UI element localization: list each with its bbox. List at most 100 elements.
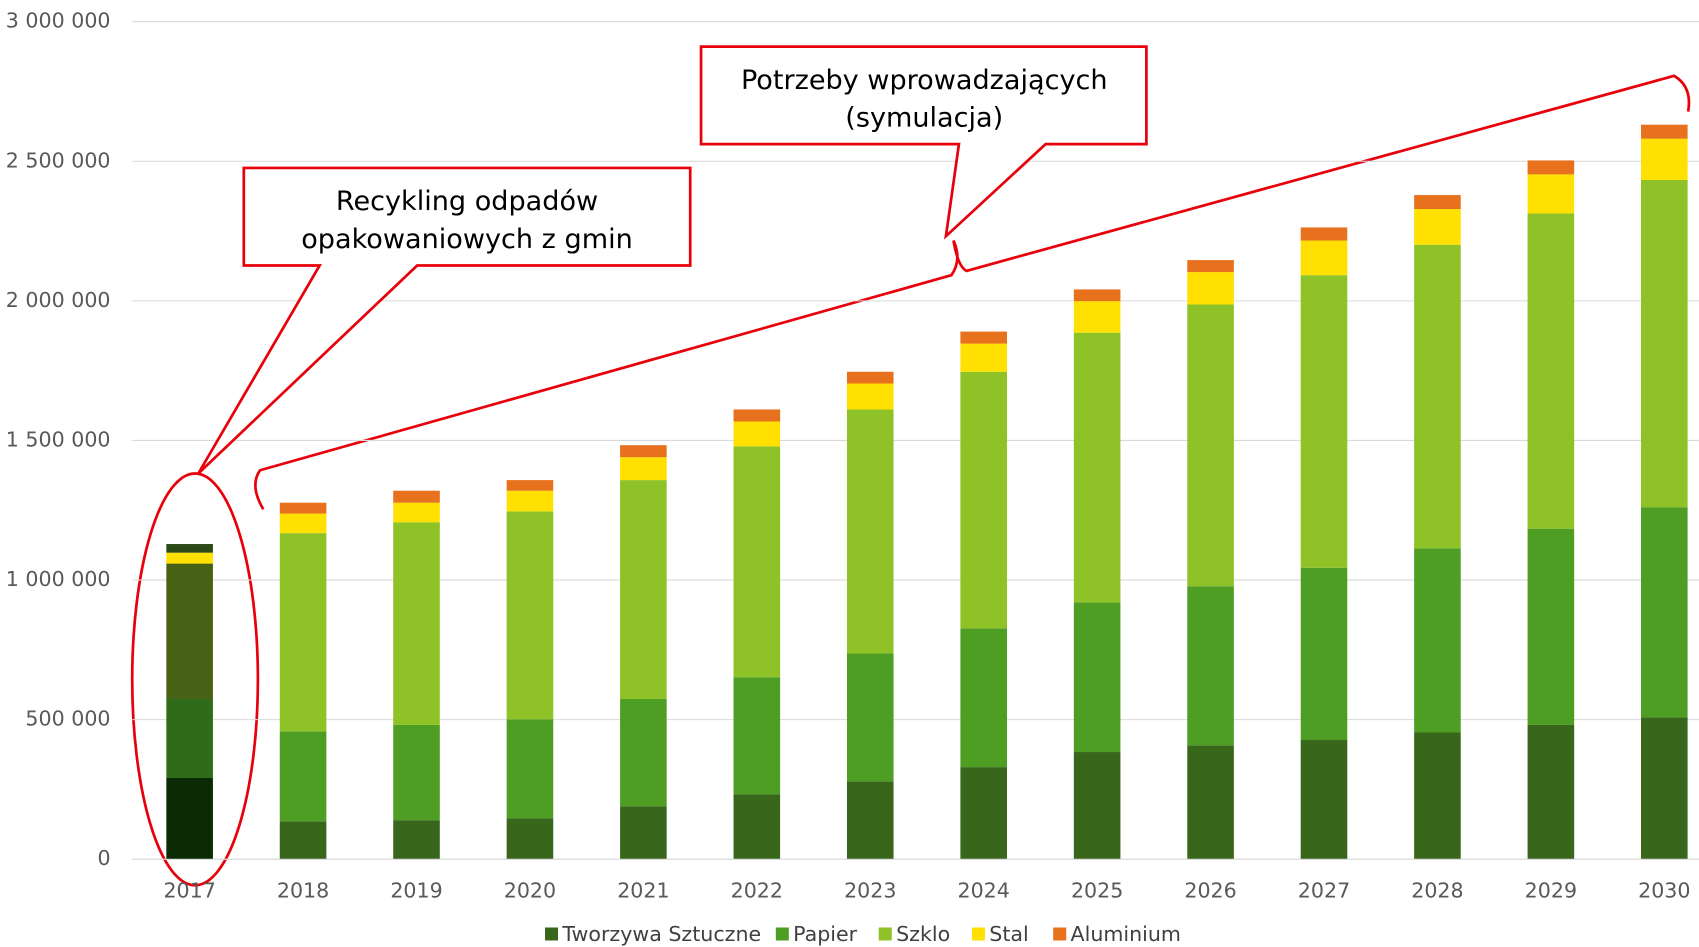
x-tick-label: 2030 bbox=[1638, 879, 1690, 903]
bar-segment bbox=[279, 513, 327, 534]
bar-segment bbox=[960, 343, 1007, 372]
bar-segment bbox=[506, 480, 554, 491]
legend-label: Szklo bbox=[896, 922, 950, 946]
legend-swatch bbox=[775, 927, 789, 941]
annotation: (symulacja) bbox=[845, 103, 1003, 134]
bar-segment bbox=[393, 724, 440, 821]
bar-segment bbox=[960, 767, 1007, 860]
bar-segment bbox=[1300, 740, 1348, 860]
bar-segment bbox=[1641, 507, 1688, 718]
bar-segment bbox=[1300, 227, 1348, 241]
bar-segment bbox=[506, 818, 554, 860]
legend-swatch bbox=[971, 927, 985, 941]
bar-segment bbox=[1073, 301, 1121, 333]
bar-segment bbox=[279, 533, 327, 732]
bar-segment bbox=[279, 502, 327, 514]
callout-boxes bbox=[197, 45, 1148, 475]
bar-segment bbox=[506, 719, 554, 819]
callout-box bbox=[699, 45, 1148, 240]
x-tick-label: 2023 bbox=[844, 879, 896, 903]
bar-segment bbox=[1187, 586, 1234, 746]
bar-segment bbox=[1641, 124, 1688, 139]
bar-segment bbox=[279, 821, 327, 860]
x-tick-label: 2019 bbox=[390, 879, 442, 903]
bar-segment bbox=[733, 677, 781, 795]
bar-segment bbox=[846, 383, 894, 410]
bar-segment bbox=[1073, 602, 1121, 753]
y-tick-label: 1 000 000 bbox=[6, 567, 111, 591]
x-tick-label: 2018 bbox=[277, 879, 329, 903]
bar-segment bbox=[846, 371, 894, 384]
bar-segment bbox=[1300, 567, 1348, 741]
bar-segment bbox=[846, 409, 894, 654]
bar-segment bbox=[620, 445, 667, 458]
y-tick-label: 0 bbox=[97, 846, 110, 870]
bar-segment bbox=[279, 731, 327, 822]
callout-box bbox=[197, 166, 692, 475]
bar-segment bbox=[1073, 752, 1121, 860]
bar-segment bbox=[1073, 289, 1121, 302]
bar-segment bbox=[1527, 174, 1575, 214]
bar-segment bbox=[1527, 724, 1575, 860]
bar-segment bbox=[506, 511, 554, 720]
bar-segment bbox=[1187, 272, 1234, 305]
bar-segment bbox=[960, 371, 1007, 629]
x-tick-label: 2026 bbox=[1184, 879, 1236, 903]
bar-segment bbox=[620, 457, 667, 481]
x-tick-label: 2025 bbox=[1071, 879, 1123, 903]
bar-segment bbox=[733, 794, 781, 860]
y-tick-label: 3 000 000 bbox=[6, 9, 111, 33]
y-tick-label: 500 000 bbox=[25, 707, 110, 731]
bar-segment bbox=[733, 446, 781, 678]
x-tick-label: 2021 bbox=[617, 879, 669, 903]
bar-segment bbox=[166, 552, 213, 564]
bar-segment bbox=[393, 522, 440, 725]
bar-segment bbox=[846, 653, 894, 782]
bar-segment bbox=[393, 490, 440, 503]
bar-segment bbox=[1073, 332, 1121, 603]
legend-swatch bbox=[1053, 927, 1067, 941]
bar-segment bbox=[506, 490, 554, 512]
bar-segment bbox=[166, 544, 213, 553]
bar-segment bbox=[733, 421, 781, 447]
x-tick-label: 2022 bbox=[731, 879, 783, 903]
bar-segment bbox=[166, 563, 213, 699]
y-tick-label: 2 500 000 bbox=[6, 148, 111, 172]
x-tick-label: 2024 bbox=[958, 879, 1010, 903]
bar-segment bbox=[1187, 745, 1234, 860]
bar-segment bbox=[960, 628, 1007, 768]
annotation: Recykling odpadów bbox=[336, 186, 598, 217]
bar-segment bbox=[1300, 275, 1348, 568]
x-tick-label: 2020 bbox=[504, 879, 556, 903]
bar-segment bbox=[620, 698, 667, 807]
bar-segment bbox=[1527, 160, 1575, 175]
bar-segment bbox=[393, 502, 440, 523]
x-tick-label: 2017 bbox=[163, 879, 215, 903]
legend-label: Papier bbox=[793, 922, 858, 946]
bar-segment bbox=[1414, 548, 1461, 733]
bar-segment bbox=[620, 806, 667, 860]
bar-segment bbox=[166, 698, 213, 778]
bar-segment bbox=[393, 820, 440, 860]
x-tick-label: 2027 bbox=[1298, 879, 1350, 903]
legend-swatch bbox=[545, 927, 559, 941]
bar-segment bbox=[1414, 732, 1461, 860]
bar-segment bbox=[960, 331, 1007, 344]
bar-segment bbox=[1187, 260, 1234, 273]
x-tick-label: 2029 bbox=[1525, 879, 1577, 903]
bar-segment bbox=[1641, 179, 1688, 508]
annotation: Potrzeby wprowadzających bbox=[741, 65, 1108, 96]
bar-segment bbox=[1641, 717, 1688, 860]
bracket bbox=[254, 74, 1691, 510]
bar-segment bbox=[1414, 244, 1461, 549]
bar-segment bbox=[1641, 138, 1688, 180]
y-tick-label: 2 000 000 bbox=[6, 288, 111, 312]
bar-segment bbox=[620, 480, 667, 699]
legend-label: Aluminium bbox=[1071, 922, 1181, 946]
x-tick-label: 2028 bbox=[1411, 879, 1463, 903]
bar-segment bbox=[1187, 304, 1234, 587]
highlight-ellipse bbox=[130, 472, 260, 887]
annotation: opakowaniowych z gmin bbox=[301, 224, 633, 255]
plot: 0 500 000 1 000 000 1 500 000 2 000 000 2 500… bbox=[6, 9, 1699, 903]
